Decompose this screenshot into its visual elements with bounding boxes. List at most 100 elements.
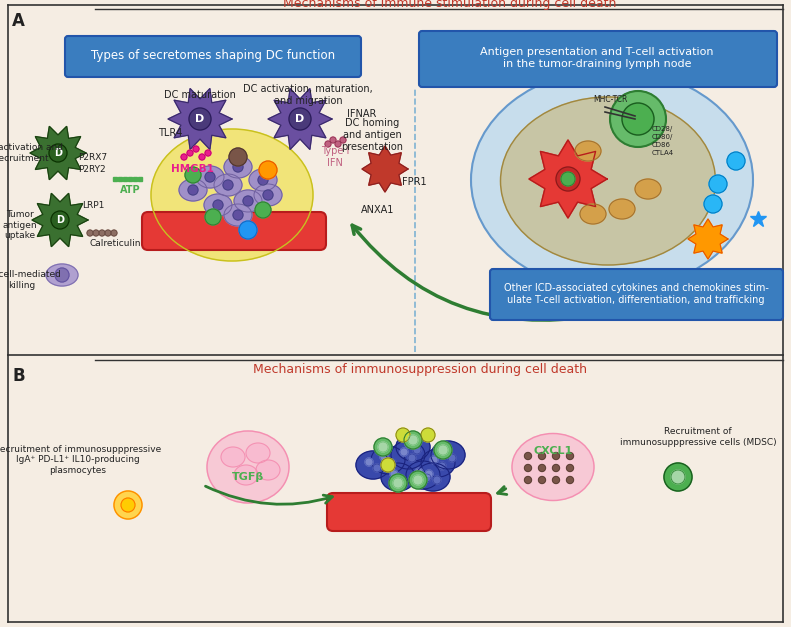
Circle shape <box>105 230 111 236</box>
Ellipse shape <box>396 433 430 461</box>
Circle shape <box>388 459 396 467</box>
Circle shape <box>413 446 421 454</box>
Circle shape <box>524 453 532 460</box>
Ellipse shape <box>151 129 313 261</box>
Text: B: B <box>12 367 25 385</box>
Circle shape <box>433 476 441 484</box>
Circle shape <box>365 458 373 466</box>
Text: P2RX7: P2RX7 <box>78 152 107 162</box>
Circle shape <box>430 456 438 464</box>
Text: ANXA1: ANXA1 <box>361 205 395 215</box>
Circle shape <box>438 462 446 470</box>
Circle shape <box>448 454 456 462</box>
Text: Mechanisms of immunosuppression during cell death: Mechanisms of immunosuppression during c… <box>253 362 587 376</box>
Circle shape <box>258 175 268 185</box>
Text: HMGB1: HMGB1 <box>171 164 214 174</box>
Circle shape <box>233 210 243 220</box>
Ellipse shape <box>381 463 415 491</box>
Circle shape <box>440 448 448 456</box>
Ellipse shape <box>580 204 606 224</box>
Circle shape <box>556 167 580 191</box>
Ellipse shape <box>256 460 280 480</box>
Circle shape <box>566 477 573 483</box>
Text: Tumor
antigen
uptake: Tumor antigen uptake <box>2 210 37 240</box>
Circle shape <box>408 454 416 462</box>
Circle shape <box>400 448 408 456</box>
Text: NK cell-mediated
killing: NK cell-mediated killing <box>0 270 61 290</box>
FancyBboxPatch shape <box>65 36 361 77</box>
Circle shape <box>239 221 257 239</box>
Text: ATP: ATP <box>119 185 140 195</box>
Circle shape <box>539 477 546 483</box>
Text: P2RY2: P2RY2 <box>78 164 106 174</box>
Text: DC activation, maturation,
and migration: DC activation, maturation, and migration <box>243 84 373 106</box>
Text: Calreticulin: Calreticulin <box>89 240 141 248</box>
Ellipse shape <box>406 461 440 489</box>
Circle shape <box>205 209 221 225</box>
Circle shape <box>188 185 198 195</box>
Ellipse shape <box>196 166 224 188</box>
Circle shape <box>205 150 211 156</box>
Circle shape <box>373 464 381 472</box>
Ellipse shape <box>416 463 450 491</box>
Polygon shape <box>168 88 232 149</box>
Circle shape <box>380 453 388 461</box>
Text: DC homing
and antigen
presentation: DC homing and antigen presentation <box>341 119 403 152</box>
Text: D: D <box>295 114 305 124</box>
Ellipse shape <box>46 264 78 286</box>
Polygon shape <box>30 127 86 179</box>
Text: CTLA4: CTLA4 <box>652 150 674 156</box>
Circle shape <box>205 172 215 182</box>
Polygon shape <box>688 219 728 259</box>
Text: CD86: CD86 <box>652 142 671 148</box>
Circle shape <box>229 148 247 166</box>
FancyBboxPatch shape <box>142 212 326 250</box>
Text: CXCL1: CXCL1 <box>533 446 573 456</box>
Polygon shape <box>32 193 88 246</box>
Text: FPR1: FPR1 <box>402 177 426 187</box>
Ellipse shape <box>204 194 232 216</box>
Circle shape <box>404 431 422 449</box>
Circle shape <box>185 167 201 183</box>
Text: Recruitment of immunosupppressive
IgA⁺ PD-L1⁺ IL10-producing
plasmocytes: Recruitment of immunosupppressive IgA⁺ P… <box>0 445 161 475</box>
Circle shape <box>255 202 271 218</box>
Ellipse shape <box>246 443 270 463</box>
Ellipse shape <box>391 441 425 469</box>
Ellipse shape <box>431 441 465 469</box>
Circle shape <box>51 211 69 229</box>
Ellipse shape <box>179 179 207 201</box>
Circle shape <box>335 141 341 147</box>
Circle shape <box>49 144 67 162</box>
Text: A: A <box>12 12 25 30</box>
Circle shape <box>325 141 331 147</box>
Text: Types of secretomes shaping DC function: Types of secretomes shaping DC function <box>91 50 335 63</box>
Circle shape <box>223 180 233 190</box>
Ellipse shape <box>512 433 594 500</box>
Circle shape <box>552 477 559 483</box>
Circle shape <box>121 498 135 512</box>
Circle shape <box>524 465 532 472</box>
Circle shape <box>374 438 392 456</box>
FancyBboxPatch shape <box>419 31 777 87</box>
Circle shape <box>213 200 223 210</box>
Ellipse shape <box>575 141 601 161</box>
Polygon shape <box>529 140 607 218</box>
Ellipse shape <box>609 199 635 219</box>
Text: Other ICD-associated cytokines and chemokines stim-
ulate T-cell activation, dif: Other ICD-associated cytokines and chemo… <box>504 283 768 305</box>
Circle shape <box>263 190 273 200</box>
Circle shape <box>552 465 559 472</box>
Circle shape <box>409 471 427 489</box>
Text: D: D <box>54 148 62 158</box>
Circle shape <box>199 154 205 160</box>
Ellipse shape <box>234 190 262 212</box>
Circle shape <box>233 162 243 172</box>
Circle shape <box>727 152 745 170</box>
Circle shape <box>99 230 105 236</box>
Circle shape <box>423 474 431 482</box>
Circle shape <box>709 175 727 193</box>
Circle shape <box>330 137 336 143</box>
Circle shape <box>622 103 654 135</box>
Circle shape <box>704 195 722 213</box>
Circle shape <box>111 230 117 236</box>
Text: TLR4: TLR4 <box>158 128 183 138</box>
